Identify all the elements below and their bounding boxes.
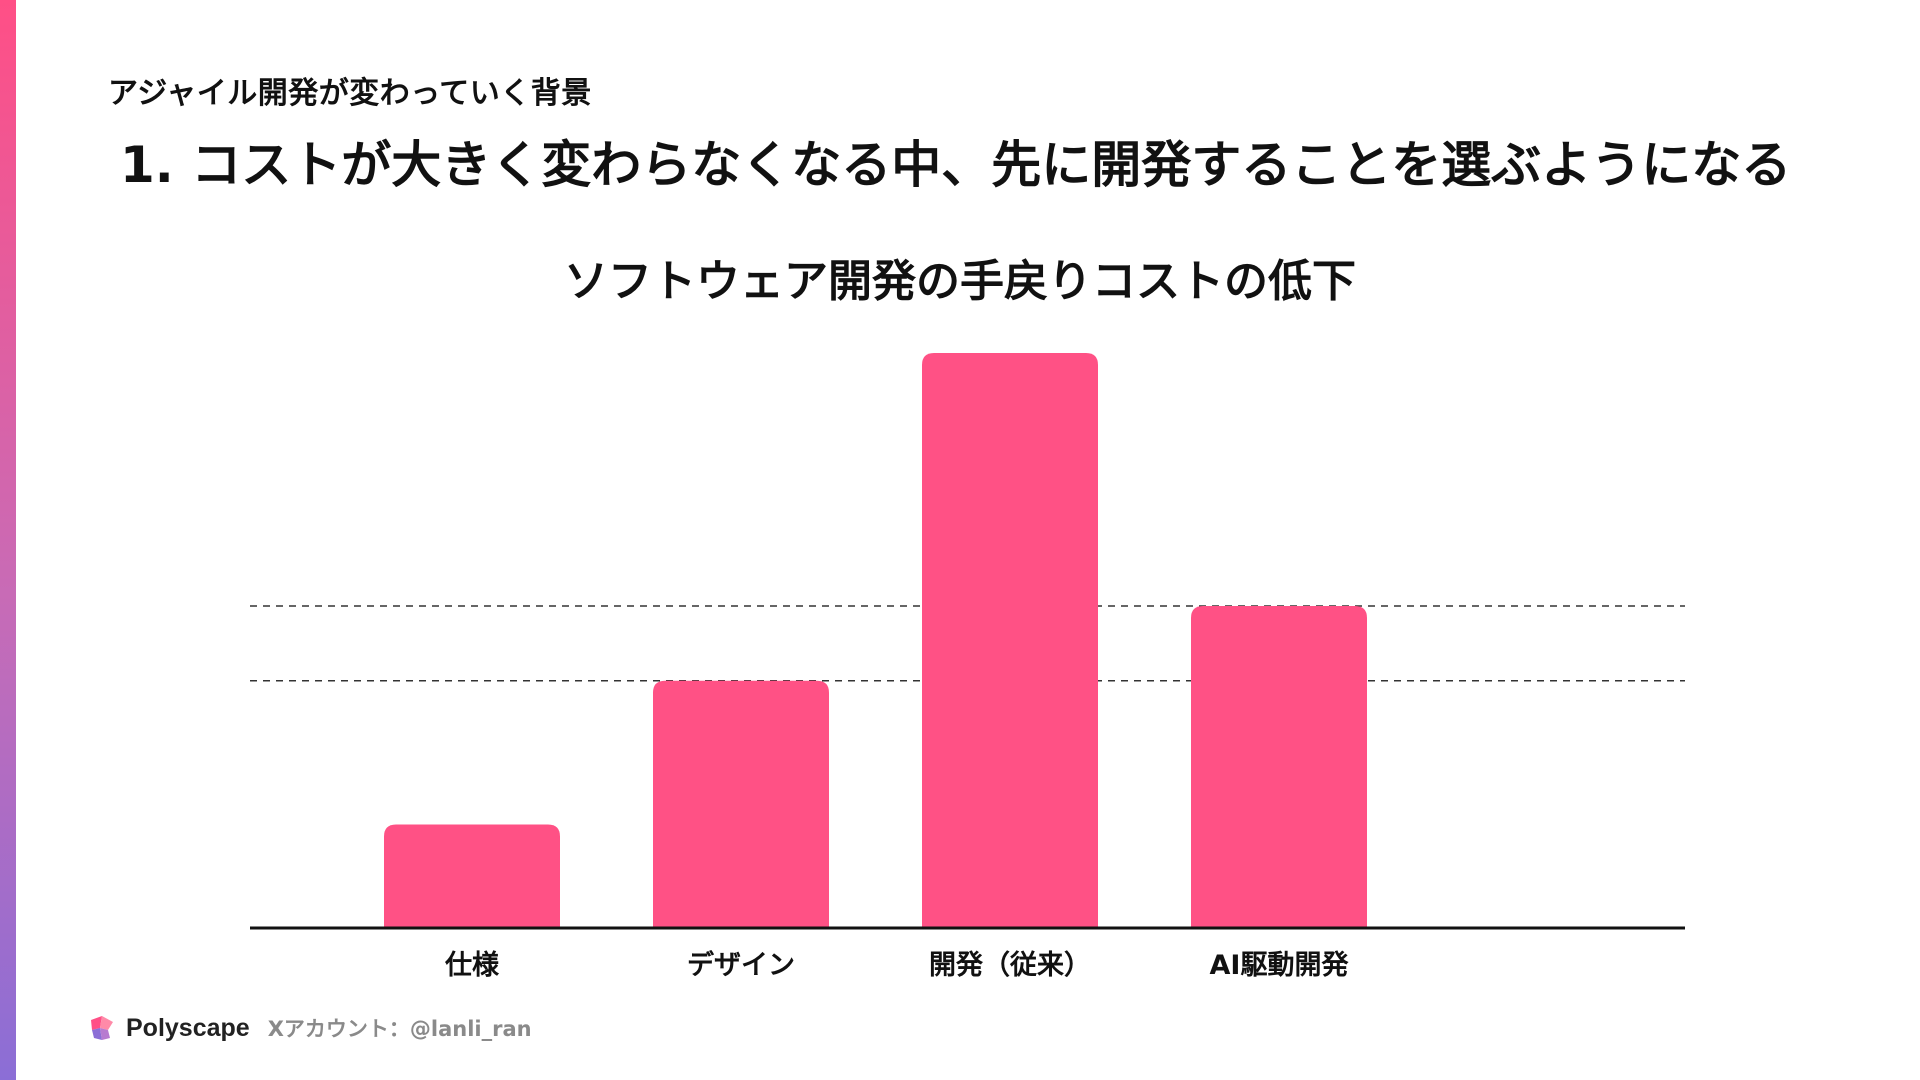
x-tick-label-3: AI駆動開発 [1210, 950, 1350, 981]
bar-chart: 仕様 デザイン 開発（従来） AI駆動開発 [250, 353, 1685, 981]
chart-title: ソフトウェア開発の手戻りコストの低下 [564, 256, 1356, 307]
bar-0 [384, 824, 560, 928]
x-tick-label-0: 仕様 [444, 950, 500, 981]
x-account: Xアカウント：@lanli_ran [267, 1017, 532, 1041]
accent-bar [0, 0, 16, 1080]
footer: Polyscape Xアカウント：@lanli_ran [88, 1013, 532, 1043]
polyscape-logo-icon [91, 1016, 113, 1040]
section-label: アジャイル開発が変わっていく背景 [108, 76, 592, 111]
bar-3 [1191, 606, 1367, 928]
slide-headline: 1. コストが大きく変わらなくなる中、先に開発することを選ぶようになる [120, 136, 1792, 194]
bar-1 [653, 680, 829, 928]
bar-2 [922, 353, 1098, 928]
x-tick-label-2: 開発（従来） [929, 950, 1091, 981]
x-tick-label-1: デザイン [687, 949, 795, 981]
brand-name: Polyscape [126, 1013, 250, 1042]
